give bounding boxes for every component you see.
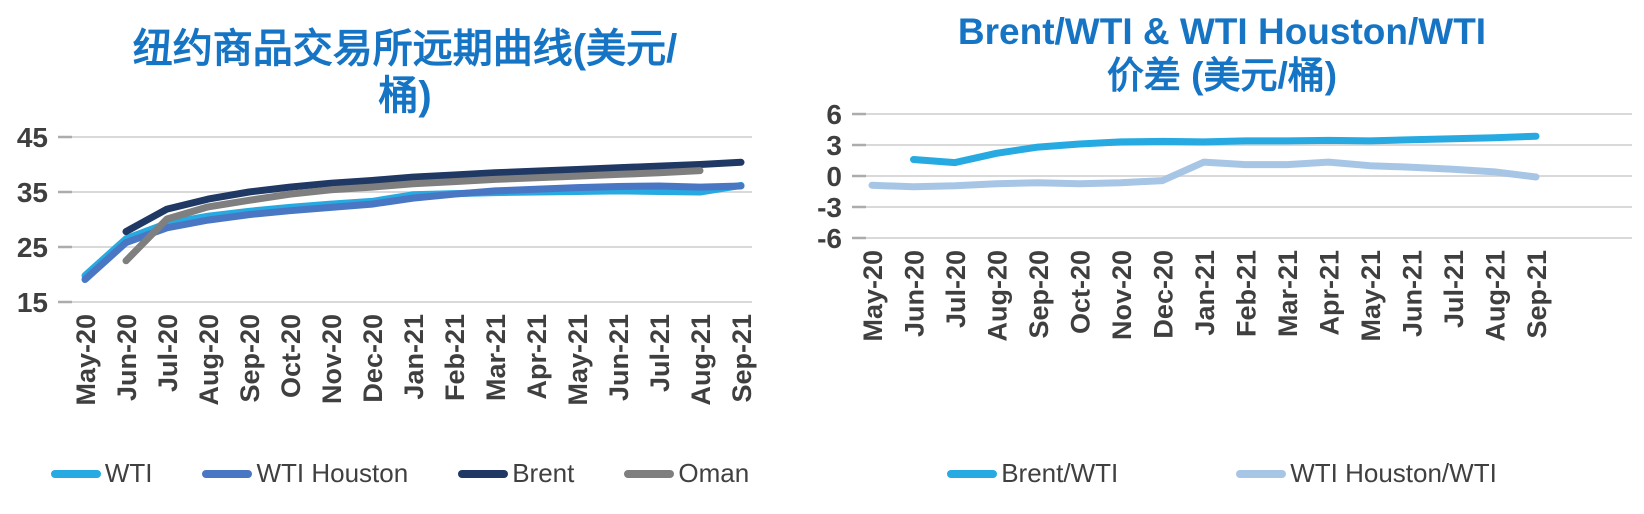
series-line-wti-houston-wti	[868, 158, 1540, 191]
x-tick-label: Jun-20	[900, 250, 930, 337]
x-tick-label: Jun-20	[112, 314, 142, 401]
x-tick-label: Feb-21	[1232, 250, 1262, 337]
legend-swatch-brent-wti	[947, 469, 998, 478]
x-tick-label: Apr-21	[1315, 250, 1345, 336]
y-tick-label: -6	[817, 223, 842, 254]
legend-label: WTI	[104, 458, 153, 488]
legend-swatch-oman	[624, 469, 675, 478]
legend-label: Oman	[678, 458, 750, 488]
legend-item-brent-wti: Brent/WTI	[947, 458, 1118, 489]
legend-label: WTI Houston/WTI	[1290, 458, 1497, 488]
x-tick-label: Mar-21	[481, 314, 511, 401]
series-line-oman	[122, 167, 704, 265]
right-chart-title-line2: 价差 (美元/桶)	[1106, 54, 1338, 96]
x-tick-label: Mar-21	[1273, 250, 1303, 337]
x-tick-label: Jul-21	[645, 314, 675, 392]
x-tick-label: May-21	[563, 314, 593, 406]
x-tick-label: May-20	[71, 314, 101, 406]
x-tick-label: Sep-21	[1522, 250, 1552, 339]
x-tick-label: Feb-21	[440, 314, 470, 401]
right-chart-title-line1: Brent/WTI & WTI Houston/WTI	[957, 11, 1487, 52]
x-tick-label: Aug-20	[983, 250, 1013, 342]
legend-swatch-wti-houston-wti	[1236, 469, 1287, 478]
x-tick-label: Aug-21	[686, 314, 716, 406]
right-chart-legend: Brent/WTI WTI Houston/WTI	[820, 458, 1624, 489]
x-tick-label: Sep-21	[727, 314, 757, 403]
x-tick-label: Apr-21	[522, 314, 552, 400]
x-tick-label: Oct-20	[276, 314, 306, 398]
series-line-wti-houston	[81, 182, 745, 283]
x-tick-label: Sep-20	[1024, 250, 1054, 339]
legend-item-wti: WTI	[50, 458, 153, 489]
legend-item-oman: Oman	[624, 458, 749, 489]
legend-item-wti-houston: WTI Houston	[202, 458, 408, 489]
x-tick-label: Jan-21	[1190, 250, 1220, 336]
x-tick-label: Dec-20	[1149, 250, 1179, 339]
legend-item-wti-houston-wti: WTI Houston/WTI	[1236, 458, 1497, 489]
series-line-brent	[122, 158, 745, 236]
x-tick-label: Aug-21	[1481, 250, 1511, 342]
legend-label: Brent/WTI	[1001, 458, 1119, 488]
x-tick-label: Jul-21	[1439, 250, 1469, 328]
series-line-brent-wti	[910, 132, 1540, 167]
x-tick-label: May-21	[1356, 250, 1386, 342]
legend-label: WTI Houston	[256, 458, 409, 488]
left-chart-title: 纽约商品交易所远期曲线(美元/ 桶)	[10, 26, 800, 120]
y-tick-label: 0	[826, 161, 842, 192]
x-tick-label: Aug-20	[194, 314, 224, 406]
x-tick-label: Dec-20	[358, 314, 388, 403]
left-chart-title-line2: 桶)	[378, 74, 432, 119]
y-tick-label: 45	[17, 122, 48, 153]
x-tick-label: Jul-20	[941, 250, 971, 328]
legend-label: Brent	[512, 458, 575, 488]
legend-swatch-wti	[50, 469, 101, 478]
x-tick-label: Jan-21	[399, 314, 429, 400]
x-tick-label: May-20	[858, 250, 888, 342]
legend-item-brent: Brent	[458, 458, 574, 489]
y-tick-label: -3	[817, 192, 842, 223]
y-tick-label: 6	[826, 99, 842, 130]
x-tick-label: Nov-20	[317, 314, 347, 404]
x-tick-label: Nov-20	[1107, 250, 1137, 340]
x-tick-label: Oct-20	[1066, 250, 1096, 334]
x-tick-label: Sep-20	[235, 314, 265, 403]
right-chart-title: Brent/WTI & WTI Houston/WTI 价差 (美元/桶)	[820, 10, 1624, 97]
y-tick-label: 25	[17, 232, 48, 263]
legend-swatch-wti-houston	[202, 469, 253, 478]
x-tick-label: Jul-20	[153, 314, 183, 392]
y-tick-label: 15	[17, 287, 48, 318]
left-chart-legend: WTI WTI Houston Brent Oman	[0, 458, 800, 489]
left-chart-title-line1: 纽约商品交易所远期曲线(美元/	[132, 27, 678, 71]
x-tick-label: Jun-21	[1398, 250, 1428, 337]
y-tick-label: 35	[17, 177, 48, 208]
legend-swatch-brent	[458, 469, 509, 478]
x-tick-label: Jun-21	[604, 314, 634, 401]
y-tick-label: 3	[826, 130, 842, 161]
